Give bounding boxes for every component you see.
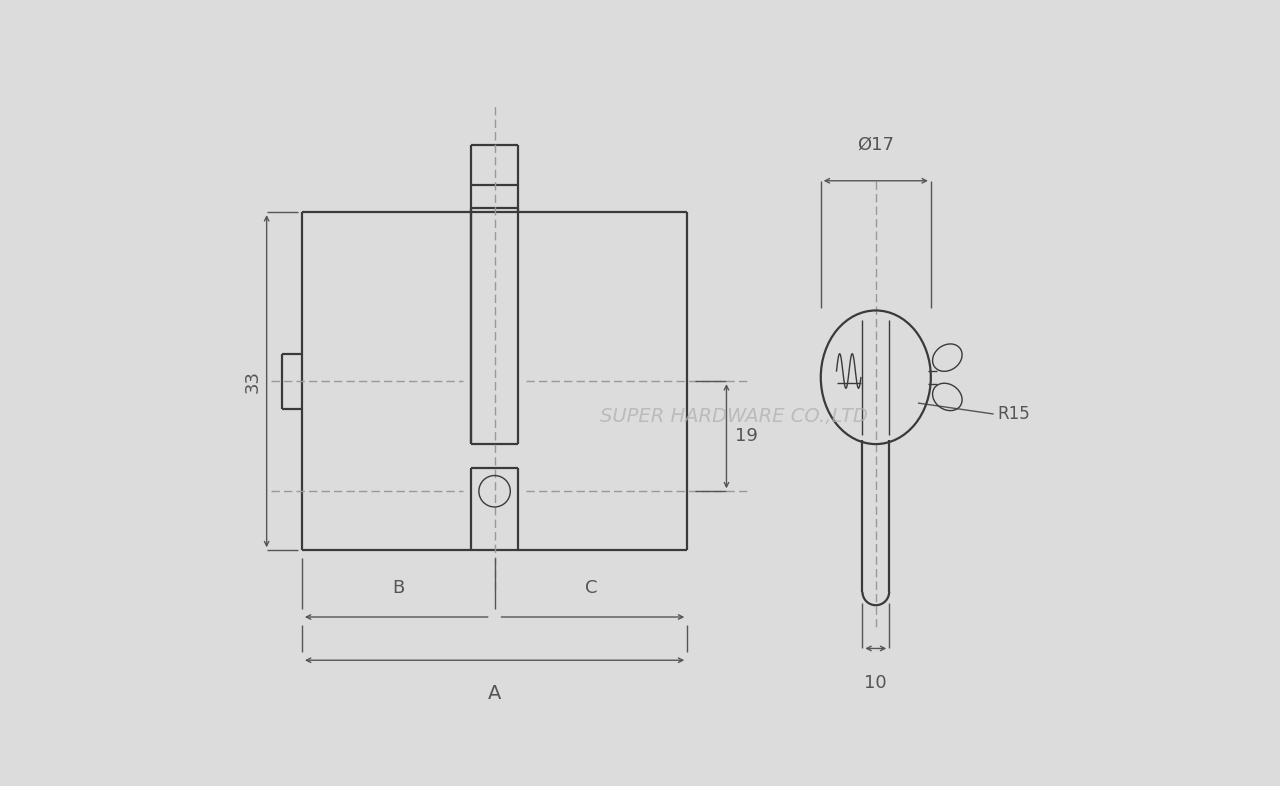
Text: C: C bbox=[585, 579, 598, 597]
Text: Ø17: Ø17 bbox=[858, 135, 895, 153]
Text: 33: 33 bbox=[243, 369, 261, 393]
Text: A: A bbox=[488, 684, 502, 703]
Text: SUPER HARDWARE CO.,LTD: SUPER HARDWARE CO.,LTD bbox=[600, 407, 868, 426]
Text: 19: 19 bbox=[735, 428, 758, 445]
Text: R15: R15 bbox=[997, 405, 1030, 423]
Text: B: B bbox=[392, 579, 404, 597]
Text: 10: 10 bbox=[864, 674, 887, 692]
